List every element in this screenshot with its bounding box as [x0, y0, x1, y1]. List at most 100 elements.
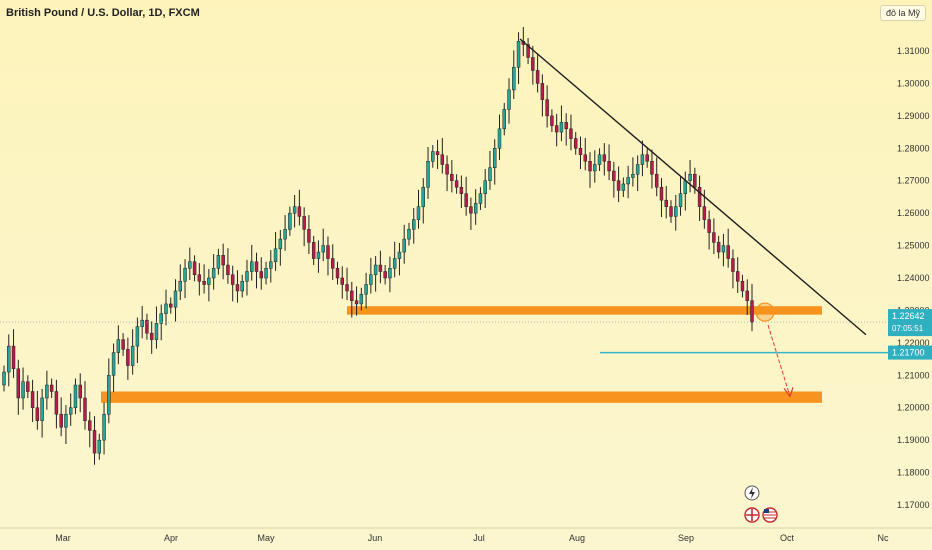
candle-body[interactable] — [102, 413, 106, 441]
candle-body[interactable] — [507, 89, 511, 110]
candle-body[interactable] — [278, 238, 283, 250]
candle-body[interactable] — [121, 339, 125, 350]
candle-body[interactable] — [11, 345, 16, 370]
candle-body[interactable] — [502, 109, 506, 130]
candle-body[interactable] — [540, 83, 545, 100]
candle-body[interactable] — [307, 229, 311, 243]
candle-body[interactable] — [311, 242, 316, 259]
candle-body[interactable] — [445, 164, 449, 175]
candle-body[interactable] — [192, 261, 197, 276]
candle-body[interactable] — [335, 268, 340, 279]
candle-body[interactable] — [669, 206, 673, 217]
candle-body[interactable] — [526, 44, 530, 58]
candle-body[interactable] — [531, 57, 535, 71]
candle-body[interactable] — [373, 264, 378, 276]
candle-body[interactable] — [178, 280, 183, 292]
candle-body[interactable] — [154, 323, 159, 340]
candle-body[interactable] — [573, 138, 578, 149]
candle-body[interactable] — [593, 164, 597, 172]
candle-body[interactable] — [412, 219, 416, 230]
candle-body[interactable] — [554, 125, 559, 133]
candle-body[interactable] — [130, 345, 135, 366]
candle-body[interactable] — [378, 264, 383, 272]
candle-body[interactable] — [435, 151, 440, 156]
candle-body[interactable] — [450, 173, 454, 181]
candle-body[interactable] — [135, 326, 140, 347]
candle-body[interactable] — [88, 420, 92, 431]
candle-body[interactable] — [659, 186, 664, 201]
candle-body[interactable] — [21, 381, 25, 399]
candle-body[interactable] — [473, 203, 478, 214]
candle-body[interactable] — [416, 206, 421, 220]
candle-body[interactable] — [440, 154, 445, 165]
candle-body[interactable] — [597, 154, 602, 165]
candle-body[interactable] — [250, 261, 254, 272]
candle-body[interactable] — [164, 303, 168, 314]
candle-body[interactable] — [740, 280, 745, 292]
candle-body[interactable] — [240, 280, 244, 292]
candle-body[interactable] — [645, 154, 649, 162]
candle-body[interactable] — [92, 430, 97, 454]
candle-body[interactable] — [49, 384, 54, 392]
candle-body[interactable] — [207, 277, 211, 285]
candle-body[interactable] — [612, 170, 616, 181]
candle-body[interactable] — [512, 66, 516, 91]
candle-body[interactable] — [73, 384, 78, 408]
candle-body[interactable] — [588, 161, 592, 172]
candle-body[interactable] — [497, 128, 502, 149]
candle-body[interactable] — [216, 255, 221, 269]
candle-body[interactable] — [688, 173, 692, 181]
candle-body[interactable] — [340, 277, 344, 285]
candle-body[interactable] — [454, 180, 459, 188]
candle-body[interactable] — [221, 255, 225, 266]
candle-body[interactable] — [683, 180, 688, 194]
candle-body[interactable] — [145, 319, 149, 334]
candle-body[interactable] — [421, 186, 425, 207]
candle-body[interactable] — [297, 206, 302, 217]
candle-body[interactable] — [383, 271, 387, 279]
candle-body[interactable] — [716, 242, 721, 253]
candle-body[interactable] — [478, 193, 483, 204]
candle-body[interactable] — [469, 206, 473, 214]
candle-body[interactable] — [7, 345, 11, 373]
trendline[interactable] — [519, 38, 867, 336]
candle-body[interactable] — [254, 261, 259, 272]
candle-body[interactable] — [626, 177, 630, 185]
candle-body[interactable] — [674, 206, 678, 217]
candle-body[interactable] — [78, 384, 82, 399]
candle-body[interactable] — [202, 280, 206, 285]
candle-body[interactable] — [621, 183, 626, 191]
candle-body[interactable] — [35, 407, 40, 421]
candle-body[interactable] — [97, 439, 102, 454]
candle-body[interactable] — [350, 290, 354, 301]
candle-body[interactable] — [407, 229, 411, 240]
candle-body[interactable] — [354, 300, 359, 305]
candle-body[interactable] — [397, 251, 402, 259]
candle-body[interactable] — [464, 193, 468, 207]
candle-body[interactable] — [702, 206, 707, 220]
candle-body[interactable] — [488, 167, 492, 181]
candle-body[interactable] — [331, 258, 335, 269]
candle-body[interactable] — [269, 261, 273, 269]
candle-body[interactable] — [226, 264, 230, 276]
candle-body[interactable] — [197, 274, 202, 282]
candle-body[interactable] — [140, 319, 144, 327]
candle-body[interactable] — [169, 303, 173, 308]
candle-body[interactable] — [426, 161, 430, 188]
candle-body[interactable] — [745, 290, 749, 301]
upper-support-zone[interactable] — [347, 306, 822, 315]
candle-body[interactable] — [235, 284, 240, 292]
candle-body[interactable] — [326, 245, 330, 259]
candle-body[interactable] — [126, 349, 130, 366]
projection-arrow[interactable] — [767, 324, 791, 397]
candle-body[interactable] — [283, 229, 287, 240]
candle-body[interactable] — [459, 186, 464, 194]
candle-body[interactable] — [83, 397, 87, 421]
candle-body[interactable] — [664, 199, 668, 207]
candle-body[interactable] — [64, 413, 68, 428]
candle-body[interactable] — [483, 180, 487, 194]
candle-body[interactable] — [535, 70, 540, 84]
candle-body[interactable] — [569, 128, 573, 139]
candle-body[interactable] — [359, 293, 364, 305]
